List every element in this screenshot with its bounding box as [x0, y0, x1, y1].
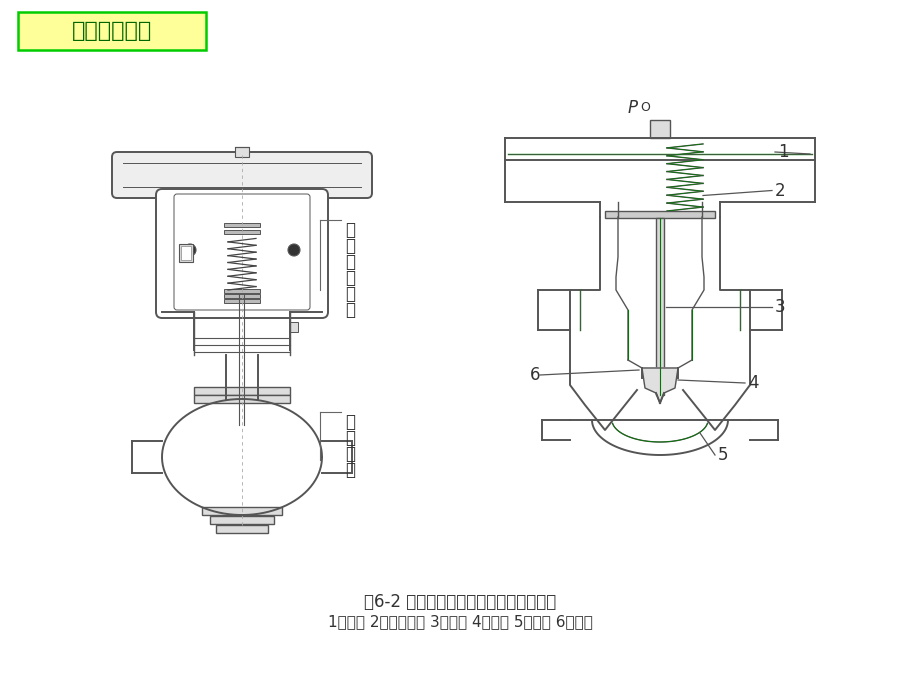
Text: 机: 机: [345, 285, 355, 303]
Bar: [223, 230, 260, 234]
Bar: [181, 246, 191, 260]
Text: 气: 气: [345, 221, 355, 239]
Bar: [223, 289, 260, 293]
Bar: [194, 387, 289, 395]
Text: 调: 调: [345, 413, 355, 431]
Bar: [289, 322, 298, 332]
Text: 2: 2: [774, 181, 785, 199]
FancyBboxPatch shape: [174, 194, 310, 310]
Text: 执: 执: [345, 253, 355, 271]
Text: 执行器的构成: 执行器的构成: [72, 21, 152, 41]
Text: 6: 6: [529, 366, 540, 384]
Bar: [605, 211, 714, 218]
Polygon shape: [641, 368, 677, 403]
Text: 行: 行: [345, 269, 355, 287]
Bar: [223, 299, 260, 303]
Bar: [210, 516, 274, 524]
Bar: [194, 395, 289, 403]
Text: 构: 构: [345, 301, 355, 319]
Text: 图6-2 气动薄膜调节阀的外形和内部结构: 图6-2 气动薄膜调节阀的外形和内部结构: [364, 593, 555, 611]
Bar: [216, 525, 267, 533]
Text: 1: 1: [777, 143, 788, 161]
Text: 节: 节: [345, 429, 355, 447]
Bar: [202, 507, 282, 515]
Bar: [234, 147, 249, 157]
FancyBboxPatch shape: [156, 189, 328, 318]
Bar: [179, 244, 193, 262]
Text: 机: 机: [345, 445, 355, 463]
FancyBboxPatch shape: [112, 152, 371, 198]
Text: 构: 构: [345, 461, 355, 479]
Bar: [223, 294, 260, 298]
Bar: [655, 218, 664, 395]
Text: 1－薄膜 2－平衡弹簧 3－阀杆 4－阀芯 5－阀体 6－阀座: 1－薄膜 2－平衡弹簧 3－阀杆 4－阀芯 5－阀体 6－阀座: [327, 615, 592, 629]
Bar: [223, 223, 260, 227]
Circle shape: [184, 244, 196, 256]
Text: 4: 4: [747, 374, 757, 392]
Text: O: O: [640, 101, 649, 114]
Text: 5: 5: [717, 446, 728, 464]
Text: P: P: [628, 99, 637, 117]
Circle shape: [288, 244, 300, 256]
Bar: [18, 12, 206, 50]
Text: 动: 动: [345, 237, 355, 255]
Bar: [650, 120, 669, 138]
Text: 3: 3: [774, 297, 785, 315]
